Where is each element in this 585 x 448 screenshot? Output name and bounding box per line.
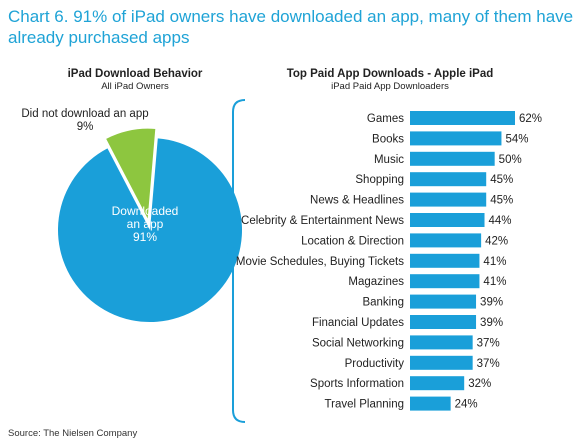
- pie-label-not-downloaded: Did not download an app: [21, 108, 148, 120]
- bar-games: [410, 111, 515, 125]
- bar-value-label: 54%: [505, 133, 528, 145]
- bar-value-label: 44%: [489, 215, 512, 227]
- bar-value-label: 45%: [490, 174, 513, 186]
- bar-category-label: News & Headlines: [310, 195, 404, 207]
- bracket-line: [224, 99, 246, 423]
- bar-category-label: Location & Direction: [301, 235, 404, 247]
- bar-category-label: Movie Schedules, Buying Tickets: [236, 256, 404, 268]
- bar-value-label: 24%: [455, 399, 478, 411]
- bar-category-label: Books: [372, 133, 404, 145]
- bar-category-label: Financial Updates: [312, 317, 404, 329]
- bar-category-label: Shopping: [355, 174, 404, 186]
- bar-category-label: Banking: [362, 297, 404, 309]
- bar-music: [410, 151, 495, 166]
- bar-value-label: 39%: [480, 317, 503, 329]
- bar-value-label: 41%: [483, 256, 506, 268]
- pie-slice-downloaded: [57, 138, 243, 322]
- bracket-connector: [224, 99, 246, 423]
- bar-chart-title: Top Paid App Downloads - Apple iPad: [286, 68, 494, 80]
- pie-chart-subtitle: All iPad Owners: [101, 81, 169, 92]
- bar-value-label: 45%: [490, 195, 513, 207]
- bar-sports-information: [410, 376, 465, 391]
- bar-category-label: Games: [367, 113, 404, 125]
- bar-news-headlines: [410, 192, 487, 207]
- bar-banking: [410, 294, 477, 309]
- bar-books: [410, 131, 502, 146]
- bar-category-label: Magazines: [348, 276, 404, 288]
- bar-value-label: 32%: [468, 378, 491, 390]
- bar-travel-planning: [410, 396, 451, 411]
- pie-value-downloaded: 91%: [133, 230, 157, 244]
- bar-category-label: Celebrity & Entertainment News: [241, 215, 404, 227]
- bar-value-label: 41%: [483, 276, 506, 288]
- bar-value-label: 37%: [477, 337, 500, 349]
- bar-social-networking: [410, 335, 473, 350]
- bar-location-direction: [410, 233, 482, 248]
- bar-value-label: 39%: [480, 297, 503, 309]
- bar-category-label: Travel Planning: [325, 399, 404, 411]
- bar-value-label: 37%: [477, 358, 500, 370]
- source-note: Source: The Nielsen Company: [8, 428, 138, 439]
- bar-category-label: Social Networking: [312, 337, 404, 349]
- bar-shopping: [410, 172, 487, 187]
- bar-celebrity-entertainment-news: [410, 213, 485, 227]
- bar-category-label: Music: [374, 154, 404, 166]
- bar-magazines: [410, 274, 480, 289]
- bar-category-label: Productivity: [345, 358, 405, 370]
- bar-productivity: [410, 355, 473, 370]
- bar-value-label: 50%: [499, 154, 522, 166]
- bar-category-label: Sports Information: [310, 378, 404, 390]
- bar-financial-updates: [410, 315, 477, 329]
- bar-chart: Games 62% Books 54% Music 50% Shopping 45% News …: [236, 111, 542, 411]
- bar-value-label: 42%: [485, 235, 508, 247]
- pie-slice-not-downloaded: [104, 127, 157, 222]
- bar-chart-subtitle: iPad Paid App Downloaders: [331, 81, 449, 92]
- pie-chart-title: iPad Download Behavior: [67, 68, 203, 80]
- bar-value-label: 62%: [519, 113, 542, 125]
- pie-label-downloaded-line1: Downloaded: [112, 204, 179, 218]
- chart-title: Chart 6. 91% of iPad owners have downloa…: [8, 7, 574, 47]
- pie-label-downloaded-line2: an app: [127, 217, 164, 231]
- pie-value-not-downloaded: 9%: [77, 121, 94, 133]
- bar-movie-schedules-buying-tickets: [410, 253, 480, 268]
